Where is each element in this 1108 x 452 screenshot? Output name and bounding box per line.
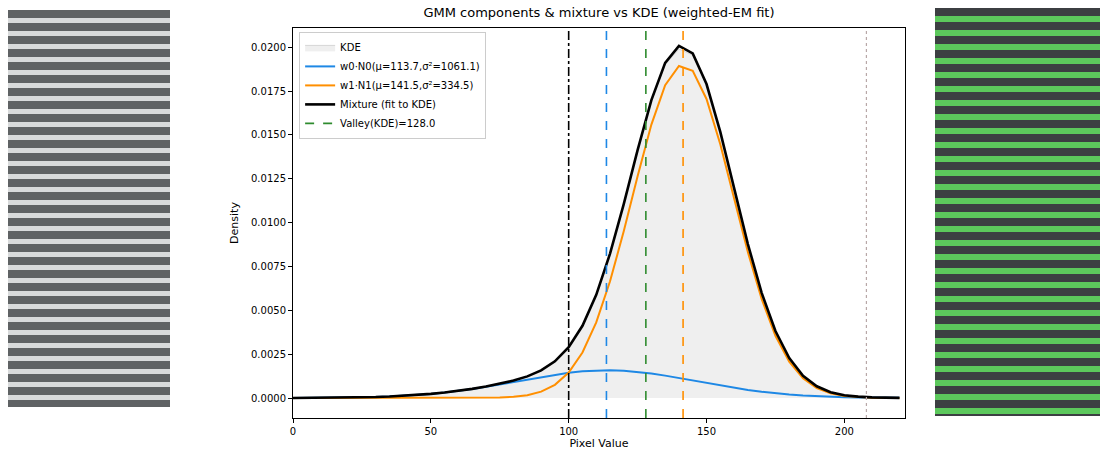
svg-text:w0·N0(μ=113.7,σ²=1061.1): w0·N0(μ=113.7,σ²=1061.1) xyxy=(340,61,480,72)
svg-text:0.0075: 0.0075 xyxy=(251,261,286,272)
svg-text:0.0200: 0.0200 xyxy=(251,42,286,53)
svg-text:Valley(KDE)=128.0: Valley(KDE)=128.0 xyxy=(340,118,435,129)
svg-text:0.0050: 0.0050 xyxy=(251,305,286,316)
svg-text:0.0025: 0.0025 xyxy=(251,349,286,360)
svg-text:0.0175: 0.0175 xyxy=(251,86,286,97)
svg-text:50: 50 xyxy=(424,426,437,437)
svg-text:200: 200 xyxy=(835,426,854,437)
svg-text:KDE: KDE xyxy=(340,42,361,53)
svg-text:0: 0 xyxy=(290,426,296,437)
svg-text:Mixture (fit to KDE): Mixture (fit to KDE) xyxy=(340,99,436,110)
svg-text:0.0125: 0.0125 xyxy=(251,173,286,184)
svg-text:Pixel Value: Pixel Value xyxy=(569,437,628,450)
svg-text:GMM components & mixture vs KD: GMM components & mixture vs KDE (weighte… xyxy=(423,5,774,20)
svg-text:100: 100 xyxy=(559,426,578,437)
svg-text:0.0000: 0.0000 xyxy=(251,393,286,404)
svg-text:0.0100: 0.0100 xyxy=(251,217,286,228)
svg-text:w1·N1(μ=141.5,σ²=334.5): w1·N1(μ=141.5,σ²=334.5) xyxy=(340,80,473,91)
svg-text:150: 150 xyxy=(697,426,716,437)
svg-text:Density: Density xyxy=(228,202,241,244)
svg-text:0.0150: 0.0150 xyxy=(251,129,286,140)
